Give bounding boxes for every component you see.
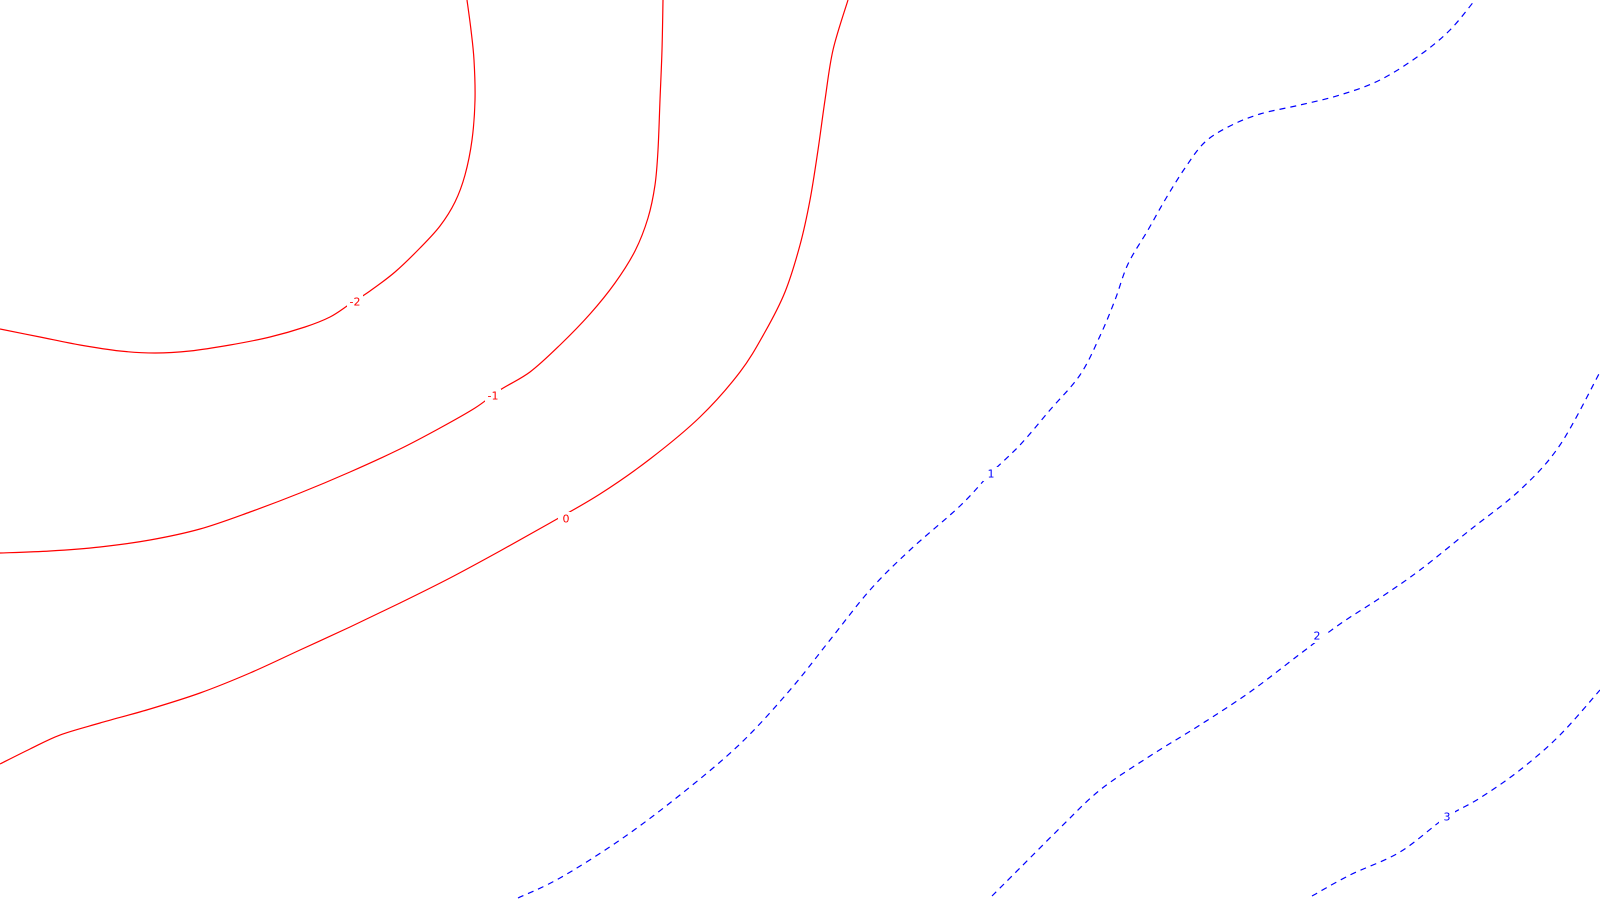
contour-label: -2: [350, 296, 361, 309]
contour-label-background: [983, 467, 999, 481]
contour-label: 1: [988, 468, 995, 481]
contour-label-background: [1439, 810, 1455, 824]
contour-label: 0: [563, 513, 570, 526]
contour-label-background: [1309, 629, 1325, 643]
contour-line-level-3: [1311, 689, 1600, 897]
contour-label-background: [485, 389, 501, 403]
contour-label-background: [558, 512, 574, 526]
contour-labels-group: -2 -1 0 1 2 3: [347, 295, 1455, 824]
contour-label: 2: [1314, 630, 1321, 643]
contour-label: -1: [488, 390, 499, 403]
contour-line-level-0: [0, 0, 849, 765]
contour-line-level-1: [517, 0, 1476, 899]
contour-line-level-2: [991, 371, 1600, 897]
contour-label-background: [347, 295, 363, 309]
contour-label: 3: [1444, 811, 1451, 824]
